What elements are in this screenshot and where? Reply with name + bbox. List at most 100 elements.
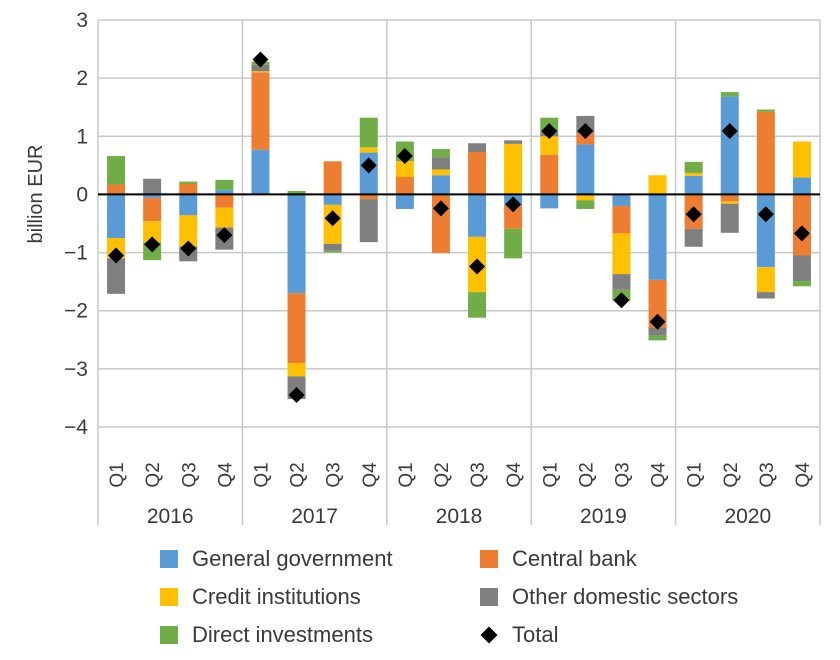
bar-segment-central-bank — [792, 194, 811, 256]
total-marker — [180, 240, 197, 257]
quarter-label: Q2 — [143, 462, 164, 487]
y-axis-label: billion EUR — [25, 145, 47, 244]
quarter-label: Q2 — [721, 462, 742, 487]
quarter-label: Q3 — [179, 462, 200, 487]
y-tick-label: −2 — [64, 300, 88, 323]
quarter-label: Q1 — [540, 462, 561, 487]
total-marker — [685, 206, 702, 223]
quarter-label: Q4 — [649, 462, 670, 488]
bar-segment-direct-investments — [684, 161, 703, 173]
total-marker — [432, 200, 449, 217]
quarter-label: Q4 — [360, 462, 381, 488]
bar-segment-credit-institutions — [395, 161, 414, 177]
bar-segment-credit-institutions — [143, 221, 162, 243]
legend-label: General government — [192, 546, 393, 571]
year-label: 2018 — [436, 505, 483, 528]
bar-segment-general-government — [215, 189, 234, 195]
bar-segment-credit-institutions — [576, 194, 595, 201]
bar-segment-central-bank — [468, 151, 487, 195]
bar-segment-direct-investments — [648, 335, 667, 341]
bar-segment-central-bank — [504, 205, 523, 229]
legend-item-direct-investments: Direct investments — [160, 622, 373, 648]
quarter-label: Q1 — [685, 462, 706, 487]
bar-segment-central-bank — [215, 194, 234, 208]
legend-item-other-domestic-sectors: Other domestic sectors — [480, 584, 738, 610]
legend-swatch-direct-investments — [160, 626, 178, 644]
bar-segment-general-government — [684, 175, 703, 195]
bar-segment-direct-investments — [215, 179, 234, 190]
bar-segment-central-bank — [323, 161, 342, 195]
y-tick-label: 0 — [76, 183, 88, 206]
bar-segment-central-bank — [107, 184, 126, 195]
legend-item-central-bank: Central bank — [480, 546, 637, 572]
bar-segment-other-domestic-sectors — [143, 178, 162, 195]
bar-segment-other-domestic-sectors — [792, 255, 811, 282]
bar-segment-direct-investments — [576, 200, 595, 209]
quarter-label: Q2 — [288, 462, 309, 487]
bar-segment-central-bank — [359, 194, 378, 200]
legend-label: Credit institutions — [192, 584, 361, 609]
bar-segment-credit-institutions — [215, 207, 234, 228]
bar-segment-other-domestic-sectors — [359, 199, 378, 243]
bar-segment-general-government — [431, 175, 450, 195]
bar-segment-other-domestic-sectors — [756, 292, 775, 299]
total-marker — [541, 123, 558, 140]
quarter-label: Q1 — [251, 462, 272, 487]
total-marker — [721, 123, 738, 140]
bar-segment-credit-institutions — [756, 267, 775, 293]
bar-segment-other-domestic-sectors — [251, 64, 270, 72]
bar-segment-other-domestic-sectors — [107, 258, 126, 294]
legend-swatch-other-domestic-sectors — [480, 588, 498, 606]
legend-item-credit-institutions: Credit institutions — [160, 584, 361, 610]
y-tick-label: −3 — [64, 358, 88, 381]
total-marker — [469, 258, 486, 275]
bar-segment-central-bank — [720, 194, 739, 202]
total-marker — [216, 227, 233, 244]
total-marker — [144, 236, 161, 253]
bar-segment-direct-investments — [792, 281, 811, 287]
bar-segment-direct-investments — [179, 181, 198, 184]
quarter-label: Q3 — [468, 462, 489, 487]
bar-segment-credit-institutions — [720, 201, 739, 204]
total-marker — [108, 247, 125, 264]
total-marker — [505, 196, 522, 213]
quarter-label: Q2 — [576, 462, 597, 487]
bar-segment-general-government — [756, 194, 775, 268]
bar-segment-general-government — [107, 194, 126, 239]
total-markers — [108, 51, 810, 404]
bar-segment-credit-institutions — [179, 215, 198, 247]
legend-item-total: Total — [480, 622, 558, 648]
quarter-label: Q1 — [107, 462, 128, 487]
bars — [107, 61, 811, 400]
year-label: 2020 — [724, 505, 771, 528]
y-tick-label: −4 — [64, 416, 88, 439]
total-marker — [252, 51, 269, 68]
x-axis: Q1 Q2 Q3 Q4 Q1 Q2 Q3 Q4 Q1 Q2 Q3 Q4 Q1 Q2 Q3 Q4 Q1 Q2 Q3 Q4… — [107, 462, 814, 528]
bar-segment-general-government — [251, 149, 270, 195]
quarter-label: Q3 — [612, 462, 633, 487]
total-marker — [577, 123, 594, 140]
total-marker — [396, 148, 413, 165]
bar-segment-central-bank — [648, 279, 667, 328]
bar-segment-other-domestic-sectors — [612, 274, 631, 290]
bar-segment-credit-institutions — [648, 175, 667, 195]
bar-segment-credit-institutions — [287, 363, 306, 377]
quarter-label: Q3 — [757, 462, 778, 487]
total-marker — [793, 225, 810, 242]
bar-segment-credit-institutions — [504, 143, 523, 195]
bar-segment-general-government — [287, 194, 306, 294]
bar-segment-general-government — [395, 194, 414, 209]
quarter-label: Q3 — [324, 462, 345, 487]
bar-segment-general-government — [720, 96, 739, 195]
bar-segment-credit-institutions — [540, 136, 559, 155]
bar-segment-central-bank — [395, 176, 414, 195]
quarter-label: Q1 — [396, 462, 417, 487]
quarter-label: Q2 — [432, 462, 453, 487]
bar-segment-direct-investments — [323, 250, 342, 253]
bar-segment-credit-institutions — [792, 141, 811, 178]
year-label: 2017 — [291, 505, 338, 528]
year-label: 2016 — [147, 505, 194, 528]
bar-segment-direct-investments — [468, 292, 487, 318]
bar-segment-general-government — [323, 194, 342, 205]
